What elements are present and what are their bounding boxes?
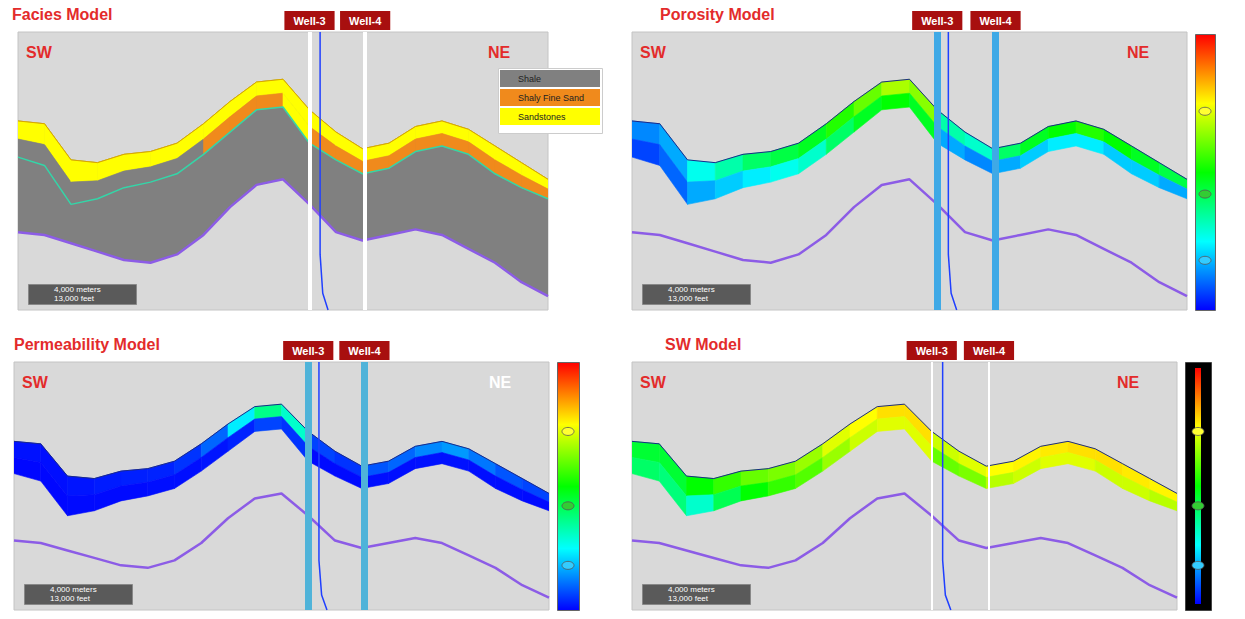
svg-text:Well-3: Well-3 [292, 345, 324, 357]
svg-text:NE: NE [1117, 374, 1140, 391]
svg-text:Well-3: Well-3 [921, 15, 953, 27]
svg-text:Shale: Shale [518, 74, 541, 84]
svg-text:4,000 meters: 4,000 meters [50, 585, 97, 594]
svg-text:Permeability Model: Permeability Model [14, 336, 160, 353]
svg-text:13,000 feet: 13,000 feet [668, 594, 709, 603]
svg-text:Porosity Model: Porosity Model [660, 6, 775, 23]
svg-text:SW: SW [640, 44, 667, 61]
svg-text:NE: NE [1127, 44, 1150, 61]
svg-text:Sandstones: Sandstones [518, 112, 566, 122]
svg-text:Shaly Fine Sand: Shaly Fine Sand [518, 93, 584, 103]
svg-text:NE: NE [488, 44, 511, 61]
svg-text:4,000 meters: 4,000 meters [54, 285, 101, 294]
svg-text:Well-4: Well-4 [348, 345, 381, 357]
svg-text:13,000 feet: 13,000 feet [54, 294, 95, 303]
svg-text:Well-3: Well-3 [293, 15, 325, 27]
svg-text:SW: SW [640, 374, 667, 391]
svg-text:SW: SW [26, 44, 53, 61]
svg-text:Well-4: Well-4 [973, 345, 1006, 357]
svg-text:4,000 meters: 4,000 meters [668, 285, 715, 294]
svg-text:Well-4: Well-4 [979, 15, 1012, 27]
svg-text:13,000 feet: 13,000 feet [668, 294, 709, 303]
svg-text:SW: SW [22, 374, 49, 391]
svg-text:13,000 feet: 13,000 feet [50, 594, 91, 603]
svg-text:Well-3: Well-3 [916, 345, 948, 357]
svg-text:4,000 meters: 4,000 meters [668, 585, 715, 594]
svg-text:Well-4: Well-4 [349, 15, 382, 27]
svg-text:Facies Model: Facies Model [12, 6, 112, 23]
svg-text:NE: NE [489, 374, 512, 391]
svg-text:SW Model: SW Model [665, 336, 741, 353]
